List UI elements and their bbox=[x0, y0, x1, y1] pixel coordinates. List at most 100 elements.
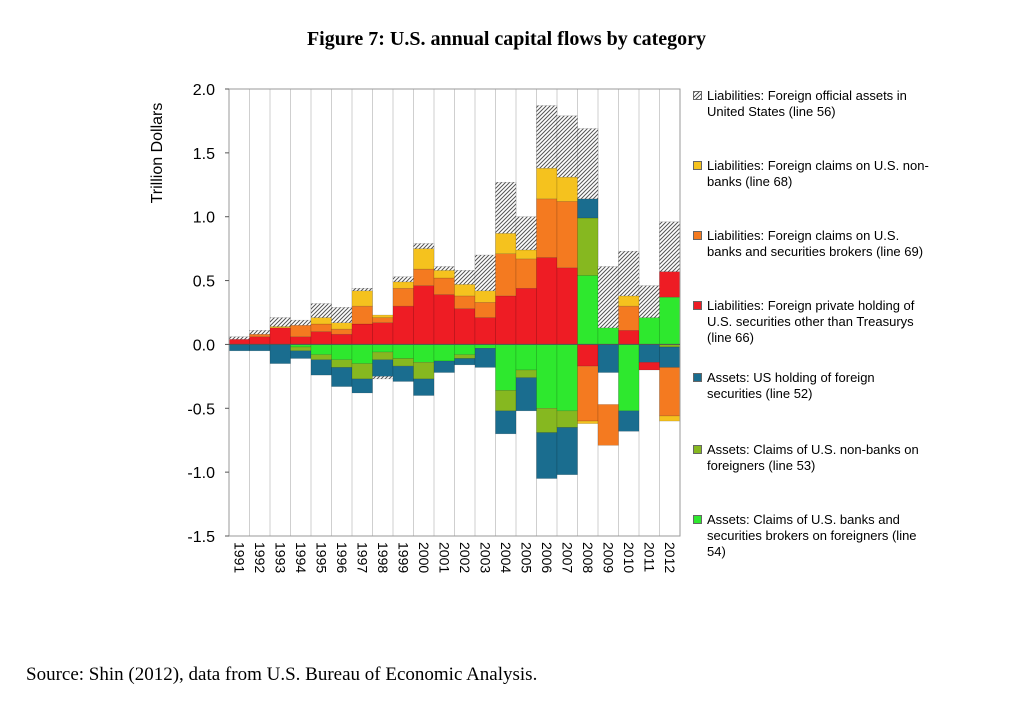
bar-segment-2012-series-4 bbox=[659, 271, 681, 298]
bar-segment-2003-series-4 bbox=[474, 317, 496, 345]
bar-segment-2007-series-2 bbox=[556, 176, 578, 202]
legend-swatch bbox=[693, 301, 702, 310]
x-tick-label: 2002 bbox=[457, 542, 473, 573]
legend-swatch bbox=[693, 515, 702, 524]
bar-segment-2004-series-5 bbox=[495, 410, 517, 435]
bar-segment-1998-series-4 bbox=[372, 322, 394, 345]
legend-label: Assets: Claims of U.S. banks and securit… bbox=[707, 512, 917, 559]
bar-segment-2006-series-1 bbox=[536, 105, 558, 169]
bar-segment-2004-series-7 bbox=[495, 344, 517, 391]
bar-segment-2010-series-7 bbox=[618, 344, 640, 412]
bar-segment-1991-series-5 bbox=[228, 344, 250, 352]
x-tick-label: 2007 bbox=[559, 542, 575, 573]
bar-segment-1999-series-3 bbox=[392, 287, 414, 307]
source-note: Source: Shin (2012), data from U.S. Bure… bbox=[26, 664, 538, 685]
bar-segment-2012-negative-6 bbox=[659, 415, 681, 422]
bar-segment-2011-series-7 bbox=[638, 317, 660, 345]
x-tick-label: 2008 bbox=[580, 542, 596, 573]
legend-item: Liabilities: Foreign claims on U.S. non-… bbox=[693, 158, 933, 190]
bar-segment-1999-series-2 bbox=[392, 281, 414, 289]
bar-segment-2009-series-5 bbox=[597, 344, 619, 373]
y-tick-label: 0.0 bbox=[193, 337, 215, 354]
bar-segment-1992-series-3 bbox=[249, 333, 271, 338]
y-tick-label: 0.5 bbox=[193, 274, 215, 291]
bar-segment-2007-series-7 bbox=[556, 344, 578, 412]
bar-segment-2002-series-4 bbox=[454, 308, 476, 345]
legend-item: Assets: Claims of U.S. non-banks on fore… bbox=[693, 442, 933, 474]
bar-segment-2007-series-3 bbox=[556, 201, 578, 269]
bar-segment-2008-series-6 bbox=[577, 217, 599, 276]
bar-segment-1994-series-1 bbox=[290, 319, 312, 326]
bar-segment-1999-series-7 bbox=[392, 344, 414, 359]
bar-segment-2008-series-1 bbox=[577, 128, 599, 200]
bar-segment-2010-series-2 bbox=[618, 295, 640, 307]
bar-segment-2006-series-5 bbox=[536, 432, 558, 479]
x-tick-label: 2003 bbox=[477, 542, 493, 573]
bar-segment-1998-series-6 bbox=[372, 351, 394, 361]
bar-segment-1997-series-6 bbox=[351, 363, 373, 380]
legend-label: Liabilities: Foreign official assets in … bbox=[707, 88, 907, 119]
bar-segment-2003-series-1 bbox=[474, 254, 496, 292]
bar-segment-2007-series-4 bbox=[556, 267, 578, 345]
bar-segment-1998-series-5 bbox=[372, 359, 394, 377]
bar-segment-2007-series-6 bbox=[556, 410, 578, 428]
bar-layer bbox=[228, 105, 681, 479]
bar-segment-1996-series-6 bbox=[331, 359, 353, 368]
bar-segment-2010-series-3 bbox=[618, 305, 640, 331]
bar-segment-1999-series-1 bbox=[392, 276, 414, 283]
bar-segment-2002-series-1 bbox=[454, 270, 476, 285]
bar-segment-2005-series-2 bbox=[515, 249, 537, 260]
bar-segment-1996-series-1 bbox=[331, 307, 353, 323]
bar-segment-1994-series-4 bbox=[290, 336, 312, 345]
legend-item: Liabilities: Foreign claims on U.S. bank… bbox=[693, 228, 933, 260]
legend-item: Assets: Claims of U.S. banks and securit… bbox=[693, 512, 933, 560]
bar-segment-2006-series-4 bbox=[536, 257, 558, 345]
bar-segment-2011-series-5 bbox=[638, 344, 660, 363]
bar-segment-1999-series-6 bbox=[392, 358, 414, 367]
bar-segment-1993-series-1 bbox=[269, 317, 291, 327]
bar-segment-1994-series-5 bbox=[290, 350, 312, 359]
bar-segment-2005-series-1 bbox=[515, 216, 537, 251]
bar-segment-2002-series-3 bbox=[454, 295, 476, 309]
bar-segment-2012-series-1 bbox=[659, 221, 681, 272]
bar-segment-1991-series-4 bbox=[228, 339, 250, 345]
bar-segment-1995-series-4 bbox=[310, 331, 332, 345]
bar-segment-2000-series-2 bbox=[413, 248, 435, 270]
y-tick-label: 1.0 bbox=[193, 210, 215, 227]
bar-segment-2000-series-6 bbox=[413, 362, 435, 380]
x-tick-label: 2010 bbox=[621, 542, 637, 573]
bar-segment-2002-series-5 bbox=[454, 358, 476, 366]
bar-segment-2005-series-5 bbox=[515, 377, 537, 412]
bar-segment-2003-series-5 bbox=[474, 348, 496, 368]
bar-segment-2008-negative-2 bbox=[577, 420, 599, 424]
bar-segment-2010-series-1 bbox=[618, 250, 640, 297]
bar-segment-2003-series-3 bbox=[474, 302, 496, 318]
x-tick-label: 2012 bbox=[662, 542, 678, 573]
bar-segment-1999-series-5 bbox=[392, 365, 414, 382]
bar-segment-1998-series-2 bbox=[372, 314, 394, 318]
plot-area-border bbox=[228, 88, 681, 537]
bar-segment-2003-series-7 bbox=[474, 344, 496, 349]
legend-item: Liabilities: Foreign private holding of … bbox=[693, 298, 933, 346]
x-tick-label: 1994 bbox=[293, 542, 309, 573]
y-tick-label: -0.5 bbox=[187, 401, 215, 418]
y-axis-label: Trillion Dollars bbox=[149, 103, 166, 204]
bar-segment-2006-series-2 bbox=[536, 167, 558, 200]
bar-segment-2010-series-5 bbox=[618, 410, 640, 432]
bar-segment-1995-series-5 bbox=[310, 359, 332, 376]
bar-segment-2011-series-1 bbox=[638, 285, 660, 318]
x-tick-label: 1992 bbox=[252, 542, 268, 573]
bar-segment-2002-series-6 bbox=[454, 354, 476, 359]
legend-label: Assets: US holding of foreign securities… bbox=[707, 370, 875, 401]
bar-segment-1997-series-1 bbox=[351, 287, 373, 292]
bar-segment-1992-series-5 bbox=[249, 344, 271, 352]
y-tick-label: -1.5 bbox=[187, 529, 215, 546]
bar-segment-1992-series-4 bbox=[249, 336, 271, 345]
y-tick-label: -1.0 bbox=[187, 465, 215, 482]
bar-segment-2000-series-1 bbox=[413, 243, 435, 249]
legend-item: Liabilities: Foreign official assets in … bbox=[693, 88, 933, 120]
legend-item: Assets: US holding of foreign securities… bbox=[693, 370, 933, 402]
bar-segment-2011-negative-4 bbox=[638, 362, 660, 371]
bar-segment-1995-series-2 bbox=[310, 317, 332, 325]
bar-segment-1998-series-3 bbox=[372, 317, 394, 323]
